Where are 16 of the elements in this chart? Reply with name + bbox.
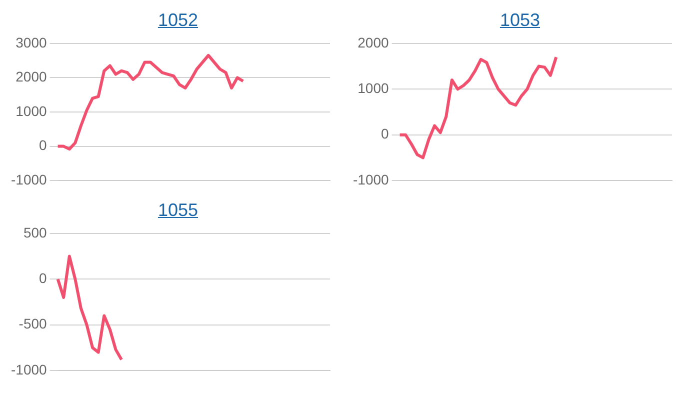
y-tick-label: 1000 — [358, 80, 390, 96]
y-tick-label: 3000 — [16, 34, 48, 50]
y-tick-label: 1000 — [16, 102, 48, 119]
chart-title: 1052 — [156, 9, 200, 32]
y-tick-label: -1000 — [352, 171, 390, 188]
y-tick-label: 0 — [381, 126, 390, 142]
y-tick-label: -1000 — [10, 361, 48, 378]
chart-title: 1053 — [498, 9, 542, 32]
y-tick-label: -500 — [18, 316, 48, 332]
y-tick-label: -1000 — [10, 171, 48, 188]
y-tick-label: 0 — [39, 137, 48, 154]
y-tick-label: 500 — [23, 224, 48, 240]
y-tick-label: 2000 — [16, 68, 48, 85]
y-tick-label: 0 — [39, 270, 48, 286]
chart-title: 1055 — [156, 199, 200, 222]
y-tick-label: 2000 — [358, 34, 390, 50]
